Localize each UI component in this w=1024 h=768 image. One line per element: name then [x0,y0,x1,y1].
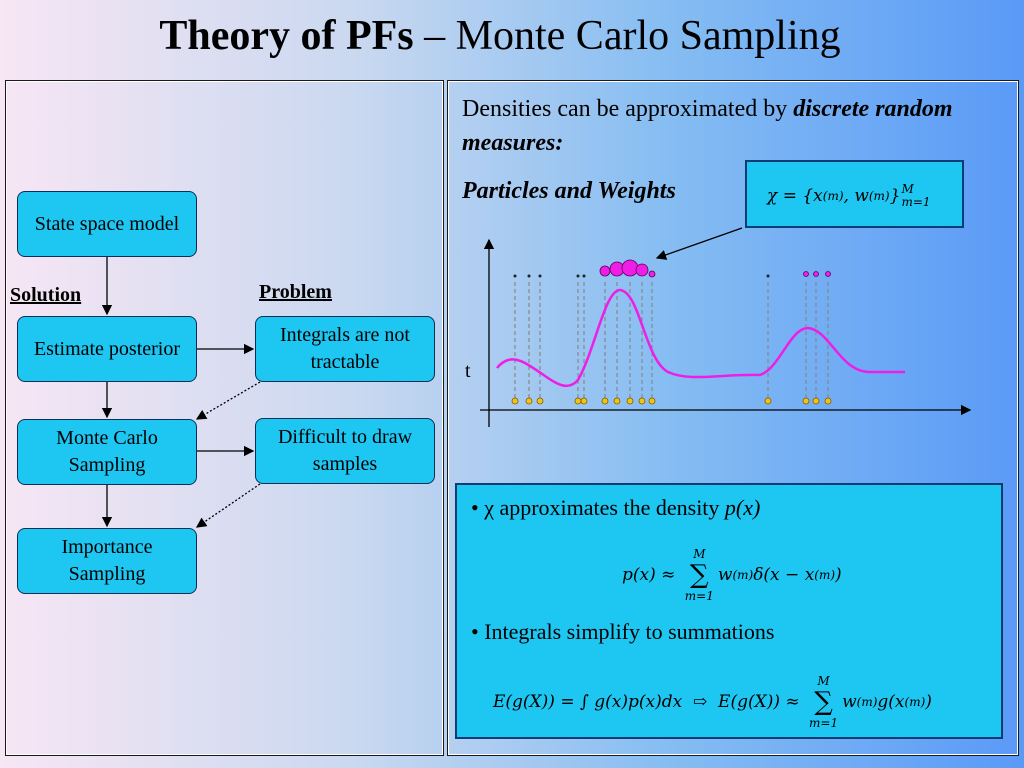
superscript: M [901,182,914,196]
solution-label: Solution [10,284,82,306]
sum: M ∑ m=1 [685,546,714,604]
math-text: δ(x − x [753,565,815,585]
formula: p(x) ≈ M ∑ m=1 w (m) δ(x − x (m)) [622,546,842,604]
particle-plot [480,238,972,427]
node: Importance Sampling [17,528,197,594]
math-text: } [889,186,901,206]
math-text: χ = {x [767,186,823,206]
title-bold: Theory of PFs [159,13,414,59]
math-text: E(g(X)) = ∫ g(x)p(x)dx [493,692,683,712]
sum-sign: ∑ [814,687,833,717]
intro: Densities can be approximated by [462,96,794,122]
sum-lower: m=1 [809,716,839,730]
math-text: ) [835,565,842,585]
math-text: ) [925,692,932,712]
math-text: p(x) ≈ [622,565,681,585]
math-text: E(g(X)) ≈ [718,692,806,712]
math-text: , w [843,186,869,206]
node: Integrals are not tractable [255,316,435,382]
bullet-box: • χ approximates the density p(x) p(x) ≈… [455,483,1003,739]
title: Theory of PFs – Monte Carlo Sampling [0,12,1000,60]
particles-label: Particles and Weights [462,178,676,204]
bullet-text: χ approximates the density [484,495,725,520]
math-text: g(x [877,692,905,712]
arrows [101,227,743,528]
sum-sign: ∑ [690,560,709,590]
node: Estimate posterior [17,316,197,382]
node: Difficult to draw samples [255,418,435,484]
intro-text: Densities can be approximated by discret… [462,92,982,160]
bullet: • Integrals simplify to summations [471,619,775,644]
sum-upper: M [817,674,830,688]
problem-label: Problem [259,281,332,303]
left-panel [5,80,444,756]
axis-label: t [465,360,471,382]
node: Monte Carlo Sampling [17,419,197,485]
right-panel [447,80,1019,756]
bullet: • χ approximates the density p(x) [471,495,761,520]
math-text: w [717,565,733,585]
sum: M ∑ m=1 [809,673,838,731]
math-text: w [842,692,857,712]
bullet-emph: p(x) [724,495,761,520]
sum-upper: M [693,547,706,561]
math-text: ⇨ [682,692,719,712]
sum-lower: m=1 [684,589,714,603]
intro-emph: discrete random measures: [462,96,953,156]
formula: E(g(X)) = ∫ g(x)p(x)dx ⇨ E(g(X)) ≈ M ∑ m=1… [493,673,932,731]
node: State space model [17,191,197,257]
subscript: m=1 [901,195,931,209]
bullet-text: Integrals simplify to summations [484,619,775,644]
title-rest: – Monte Carlo Sampling [413,13,841,59]
